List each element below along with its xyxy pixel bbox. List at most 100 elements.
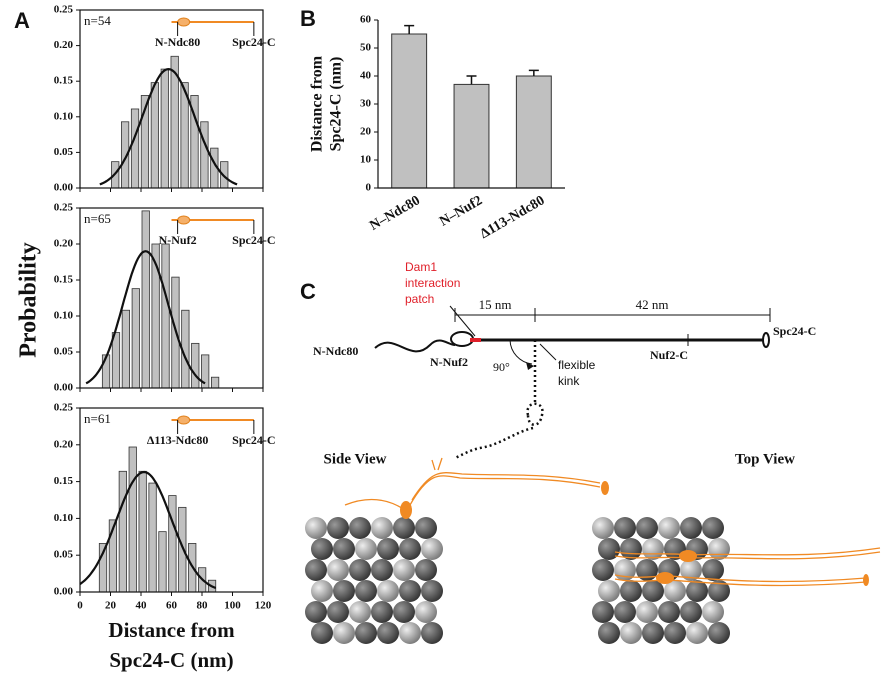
sphere: [592, 601, 614, 623]
x-axis-label: Distance from: [108, 618, 235, 642]
y-axis-label: Probability: [16, 242, 42, 358]
annotation: n=54: [84, 13, 111, 28]
sphere: [702, 559, 724, 581]
sphere: [642, 580, 664, 602]
bar: [160, 68, 169, 189]
bar: [191, 342, 200, 389]
dam1-label: patch: [405, 292, 434, 306]
sphere: [598, 580, 620, 602]
y-tick-label: 10: [360, 154, 372, 166]
sphere: [311, 538, 333, 560]
sphere: [636, 517, 658, 539]
sphere: [305, 517, 327, 539]
sphere: [327, 559, 349, 581]
annotation: n=65: [84, 211, 111, 226]
dimension-label: 15 nm: [479, 297, 512, 312]
dimension-line: [454, 308, 771, 322]
sphere: [327, 601, 349, 623]
sphere: [371, 559, 393, 581]
y-tick-label: 30: [360, 98, 372, 110]
globular-domain: [400, 481, 869, 586]
view-title: Top View: [735, 451, 795, 467]
angle-label: 90°: [493, 360, 510, 374]
sphere: [421, 622, 443, 644]
error-bar: [466, 75, 477, 85]
y-axis-label: Spc24-C (nm): [328, 57, 345, 152]
y-tick-label: 0.05: [54, 346, 74, 358]
y-tick-label: 0.10: [54, 110, 74, 122]
bar: [158, 531, 167, 593]
bar: [210, 376, 220, 389]
kink-label: kink: [558, 374, 580, 388]
x-tick-label: 20: [105, 600, 117, 612]
sphere: [371, 601, 393, 623]
bar: [128, 446, 137, 593]
sphere: [333, 538, 355, 560]
y-tick-label: 0.20: [54, 39, 74, 51]
nuf2-head: [450, 331, 474, 347]
y-tick-label: 50: [360, 42, 372, 54]
sphere: [680, 601, 702, 623]
sphere: [664, 580, 686, 602]
y-tick-label: 0.05: [54, 549, 74, 561]
sphere: [620, 580, 642, 602]
diagram: Dam1 interaction patch 15 nm 42 nm N-Ndc…: [305, 260, 881, 644]
angle-arc: [509, 339, 533, 365]
sphere: [377, 622, 399, 644]
inset-head: [177, 415, 191, 425]
bar: [515, 75, 552, 189]
y-tick-label: 0.10: [54, 512, 74, 524]
inset-label: N-Nuf2: [159, 233, 197, 247]
sphere: [349, 517, 371, 539]
sphere: [421, 538, 443, 560]
x-axis-label: Spc24-C (nm): [109, 648, 233, 672]
n-ndc80-label: N-Ndc80: [313, 344, 358, 358]
x-tick-label: 0: [77, 600, 83, 612]
x-tick-label: 40: [136, 600, 148, 612]
sphere: [421, 580, 443, 602]
arrowhead: [526, 362, 534, 370]
inset-head: [177, 17, 191, 27]
bar: [168, 495, 177, 593]
sphere: [393, 601, 415, 623]
error-bar: [404, 24, 415, 34]
y-tick-label: 0.05: [54, 146, 74, 158]
bar: [200, 121, 209, 189]
inset-bracket: [177, 22, 255, 36]
kinked-segment: [454, 340, 544, 460]
sphere: [642, 538, 664, 560]
sphere: [349, 559, 371, 581]
sphere: [355, 538, 377, 560]
bar: [118, 470, 127, 593]
bar: [121, 309, 130, 389]
fit-curve: [85, 250, 206, 385]
y-tick-label: 0.00: [54, 586, 74, 598]
sphere: [708, 538, 730, 560]
sphere: [658, 601, 680, 623]
sphere: [708, 622, 730, 644]
panel-label: B: [300, 6, 316, 31]
sphere: [620, 622, 642, 644]
sphere: [636, 559, 658, 581]
nuf2-c-label: Nuf2-C: [650, 348, 688, 362]
panel-label: A: [14, 8, 30, 33]
x-tick-label: Δ113-Ndc80: [478, 193, 548, 242]
sphere: [311, 580, 333, 602]
sphere: [333, 580, 355, 602]
panel-label: C: [300, 279, 316, 304]
y-tick-label: 0.10: [54, 310, 74, 322]
y-axis-label: Distance from: [309, 55, 326, 152]
y-tick-label: 0.00: [54, 182, 74, 194]
fit-curve: [79, 470, 217, 590]
kink-label: flexible: [558, 358, 596, 372]
x-tick-label: 100: [224, 600, 241, 612]
sphere: [355, 580, 377, 602]
y-tick-label: 0.15: [54, 475, 74, 487]
bar: [178, 506, 187, 593]
sphere: [305, 601, 327, 623]
leader-line: [539, 343, 557, 361]
ndc80-tail: [374, 339, 456, 353]
microtubule: [305, 517, 730, 644]
sphere: [355, 622, 377, 644]
sphere: [399, 622, 421, 644]
